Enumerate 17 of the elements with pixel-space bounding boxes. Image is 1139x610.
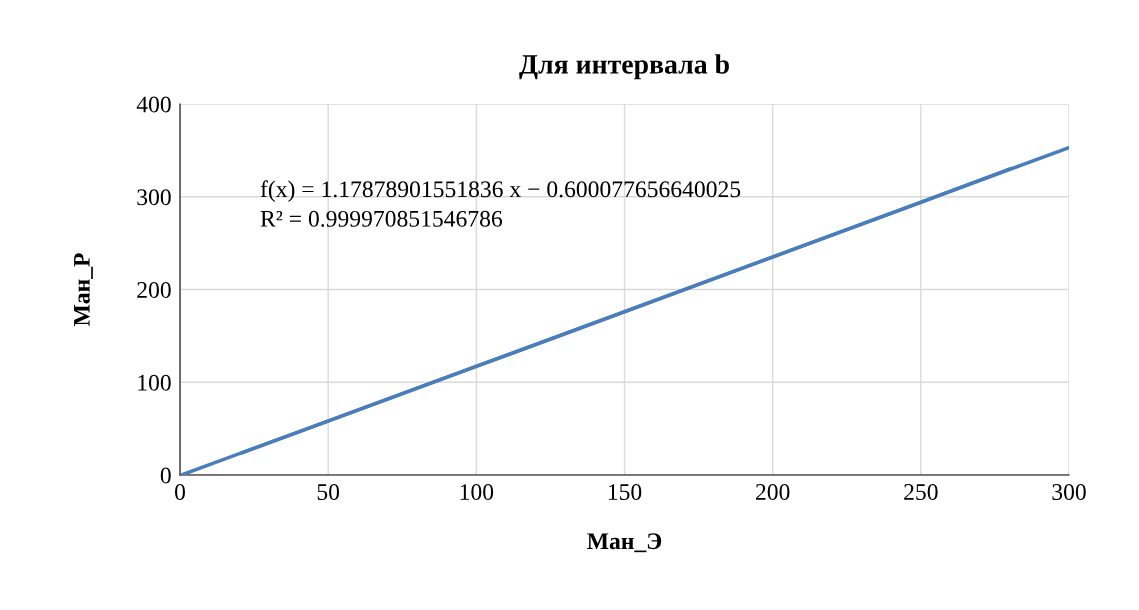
y-axis-title: Ман_Р: [74, 253, 93, 327]
y-tick-label: 100: [138, 374, 171, 391]
annotation: f(x) = 1.17878901551836 x − 0.600077656640025: [260, 180, 741, 203]
x-tick-label: 200: [755, 484, 790, 500]
x-axis-title: Ман_Э: [587, 533, 662, 553]
x-tick-label: 100: [460, 484, 494, 500]
annotation: R² = 0.999970851546786: [260, 210, 503, 227]
chart-title: Для интервала b: [519, 54, 729, 80]
y-tick-label: 300: [137, 189, 171, 206]
y-tick-label: 0: [160, 467, 171, 484]
y-tick-label: 400: [136, 96, 171, 113]
x-tick-label: 250: [904, 484, 938, 500]
x-tick-label: 0: [175, 484, 185, 500]
x-tick-label: 150: [608, 484, 642, 500]
y-tick-label: 200: [137, 281, 171, 298]
x-tick-label: 50: [317, 484, 340, 500]
x-tick-label: 300: [1052, 484, 1086, 500]
